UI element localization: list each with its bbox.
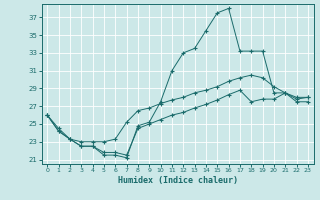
X-axis label: Humidex (Indice chaleur): Humidex (Indice chaleur) xyxy=(118,176,237,185)
